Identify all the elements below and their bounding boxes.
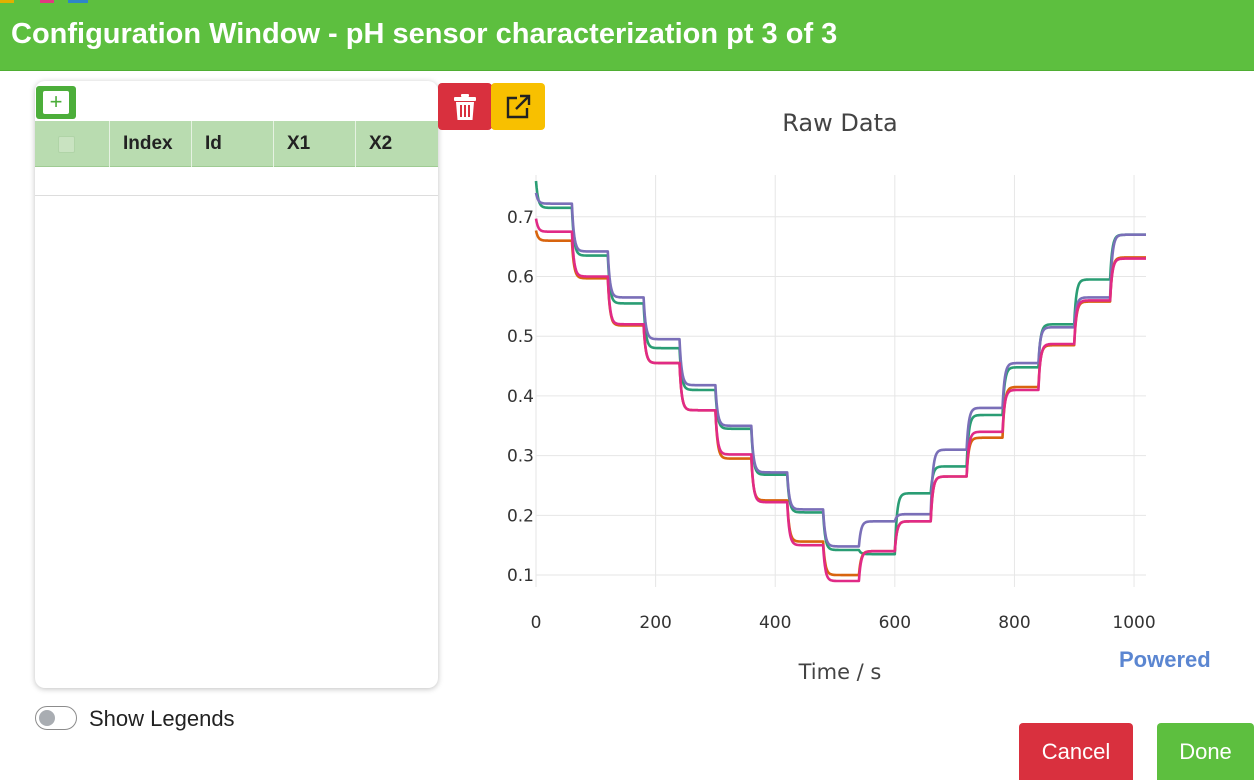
- select-all-cell: [35, 121, 110, 167]
- x-tick-label: 800: [998, 613, 1030, 633]
- table-header: Index Id X1 X2: [35, 121, 438, 167]
- column-header-x1[interactable]: X1: [274, 121, 356, 167]
- x-tick-label: 600: [879, 613, 911, 633]
- y-tick-label: 0.1: [507, 566, 534, 586]
- tab-strip-blue: [68, 0, 88, 3]
- column-header-index[interactable]: Index: [110, 121, 192, 167]
- y-tick-label: 0.6: [507, 268, 534, 288]
- plus-icon: +: [43, 91, 69, 114]
- chart-tick-labels: 0 200 400 600 800 1000 0.1 0.2 0.3 0.4 0.5 0.6 0.7: [507, 208, 1156, 633]
- data-table-card: + Index Id X1 X2: [35, 81, 438, 688]
- x-tick-label: 1000: [1112, 613, 1155, 633]
- series-line-0[interactable]: [534, 180, 1147, 556]
- x-axis-label: Time / s: [798, 660, 882, 684]
- x-tick-label: 400: [759, 613, 791, 633]
- window-titlebar: Configuration Window - pH sensor charact…: [0, 0, 1254, 71]
- done-button[interactable]: Done: [1157, 723, 1254, 780]
- delete-button[interactable]: [438, 83, 492, 130]
- trash-icon: [454, 93, 476, 120]
- toggle-switch[interactable]: [35, 706, 77, 730]
- export-button[interactable]: [491, 83, 545, 130]
- tab-strip-yellow: [0, 0, 14, 3]
- series-line-2[interactable]: [534, 230, 1147, 577]
- series-line-1[interactable]: [534, 192, 1147, 548]
- table-empty-row: [35, 167, 438, 196]
- series-line-3[interactable]: [534, 218, 1147, 583]
- external-link-icon: [506, 94, 531, 118]
- x-tick-label: 0: [531, 613, 542, 633]
- chart-series: [534, 180, 1147, 583]
- x-tick-label: 200: [639, 613, 671, 633]
- window-title: Configuration Window - pH sensor charact…: [11, 18, 838, 50]
- y-tick-label: 0.3: [507, 447, 534, 467]
- y-tick-label: 0.4: [507, 387, 534, 407]
- powered-watermark[interactable]: Powered: [1119, 647, 1211, 672]
- toggle-knob: [39, 710, 55, 726]
- y-tick-label: 0.5: [507, 327, 534, 347]
- column-header-id[interactable]: Id: [192, 121, 274, 167]
- raw-data-chart[interactable]: Raw Data 0 200 400 600 800 1000 0.1 0.2 0.3 0.4 0.…: [470, 95, 1170, 695]
- tab-strip-pink: [40, 0, 54, 3]
- y-tick-label: 0.2: [507, 506, 534, 526]
- add-row-button[interactable]: +: [36, 86, 76, 119]
- show-legends-label: Show Legends: [89, 706, 235, 731]
- cancel-button[interactable]: Cancel: [1019, 723, 1133, 780]
- select-all-checkbox[interactable]: [58, 136, 75, 153]
- chart-grid: [535, 175, 1146, 587]
- column-header-x2[interactable]: X2: [369, 133, 393, 154]
- y-tick-label: 0.7: [507, 208, 534, 228]
- chart-title: Raw Data: [782, 109, 897, 137]
